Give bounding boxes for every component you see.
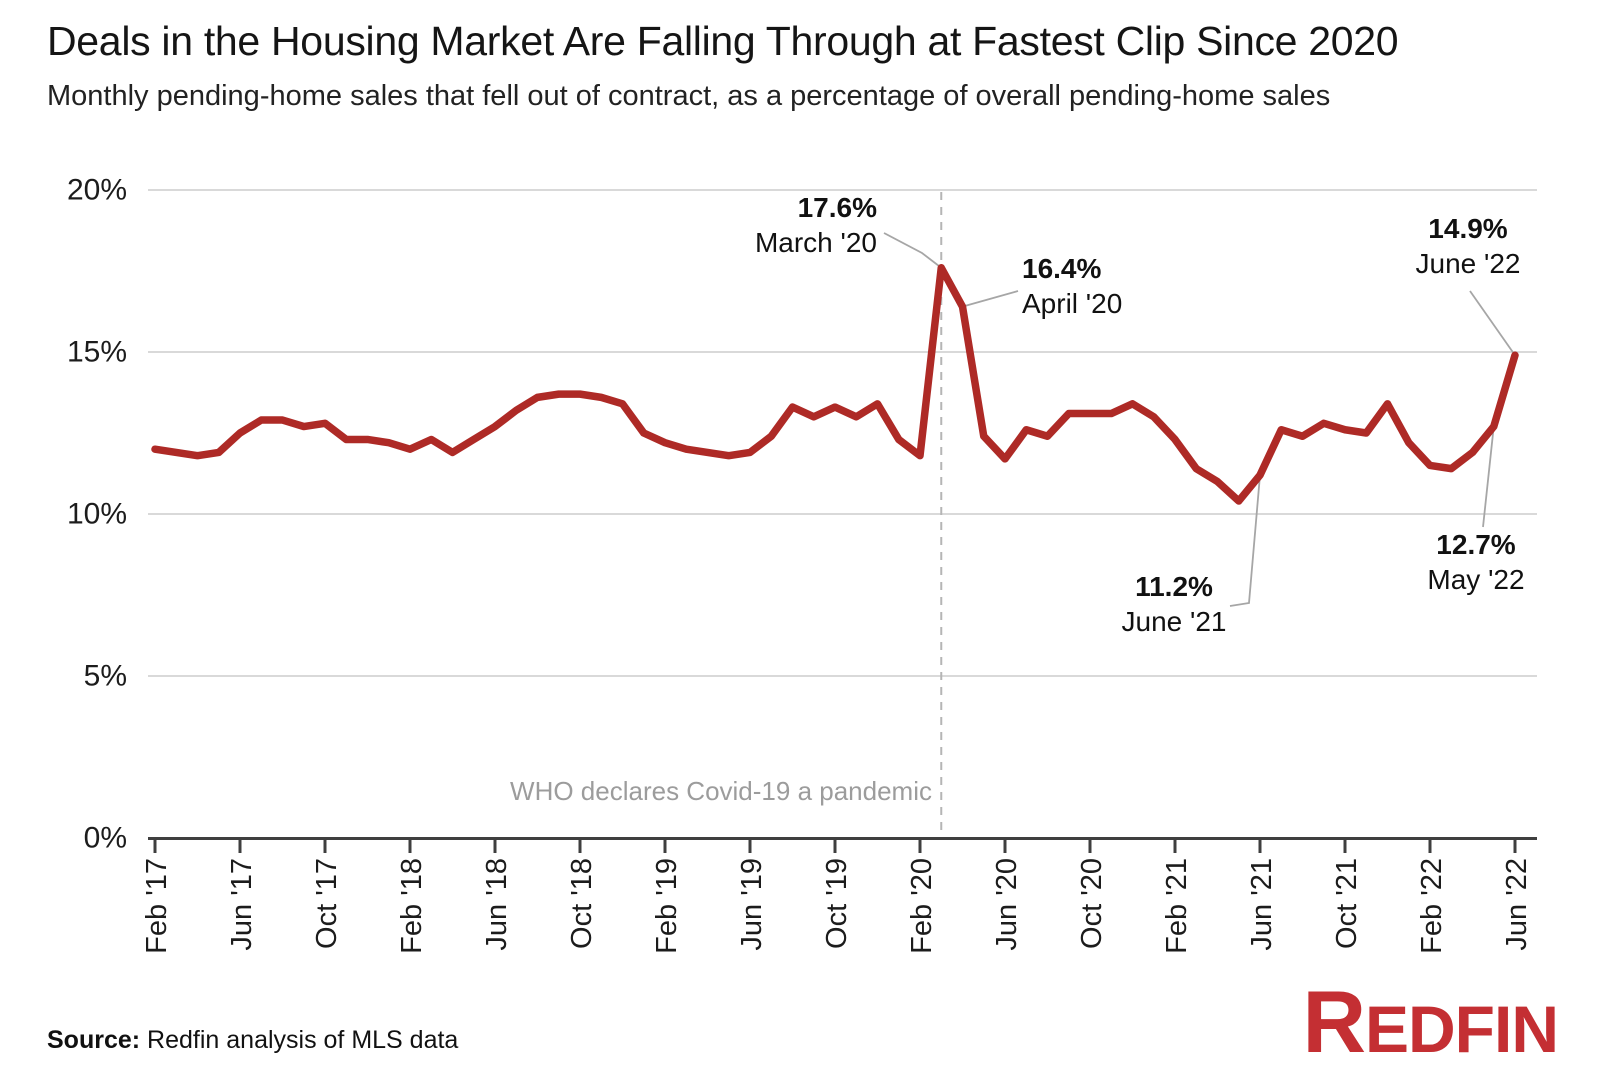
x-tick-label: Jun '22 — [1501, 858, 1533, 951]
annotation-leader-line — [1469, 290, 1516, 356]
y-tick-label: 0% — [84, 822, 127, 855]
annotation-leader-line — [1229, 475, 1261, 607]
annotation-leader-line — [962, 290, 1019, 308]
annotation-date: June '22 — [1415, 248, 1521, 279]
x-tick-label: Jun '17 — [226, 858, 258, 951]
y-tick-label: 20% — [67, 174, 127, 207]
y-tick-label: 5% — [84, 660, 127, 693]
annotation-value: 14.9% — [1428, 213, 1508, 244]
x-tick-label: Feb '22 — [1416, 858, 1448, 954]
annotation-may-22: 12.7% May '22 — [1406, 527, 1546, 597]
x-tick-label: Feb '21 — [1161, 858, 1193, 954]
y-tick-label: 15% — [67, 336, 127, 369]
x-tick-label: Feb '20 — [906, 858, 938, 954]
annotation-date: April '20 — [1022, 288, 1123, 319]
annotation-june-21: 11.2% June '21 — [1104, 569, 1244, 639]
x-tick-label: Jun '21 — [1246, 858, 1278, 951]
chart-title: Deals in the Housing Market Are Falling … — [47, 18, 1399, 64]
annotation-date: March '20 — [754, 227, 877, 258]
x-tick-label: Feb '19 — [651, 858, 683, 954]
annotation-leader-line — [883, 232, 942, 269]
source-text: Redfin analysis of MLS data — [147, 1026, 459, 1054]
y-tick-label: 10% — [67, 498, 127, 531]
redfin-logo: REDFIN — [1302, 978, 1559, 1080]
chart-subtitle: Monthly pending-home sales that fell out… — [47, 80, 1331, 112]
annotation-date: May '22 — [1427, 564, 1525, 595]
annotation-june-22: 14.9% June '22 — [1398, 211, 1538, 281]
x-tick-label: Oct '20 — [1076, 858, 1108, 949]
annotation-value: 16.4% — [1022, 253, 1102, 284]
redfin-logo-initial: R — [1302, 972, 1366, 1071]
data-line — [151, 264, 1519, 505]
annotation-value: 11.2% — [1135, 571, 1213, 602]
source-label: Source: — [47, 1026, 141, 1054]
annotation-april-20: 16.4% April '20 — [1022, 251, 1122, 321]
x-tick-label: Jun '19 — [736, 858, 768, 951]
x-tick-label: Feb '17 — [141, 858, 173, 954]
x-tick-label: Feb '18 — [396, 858, 428, 954]
x-tick-label: Oct '17 — [311, 858, 343, 949]
redfin-logo-rest: EDFIN — [1365, 992, 1559, 1066]
x-tick-label: Oct '18 — [566, 858, 598, 949]
source-note: Source: Redfin analysis of MLS data — [47, 1026, 458, 1055]
x-tick-label: Oct '19 — [821, 858, 853, 949]
x-tick-label: Jun '20 — [991, 858, 1023, 951]
annotation-leader-line — [1482, 426, 1495, 528]
annotation-march-20: 17.6% March '20 — [755, 190, 877, 260]
pandemic-event-label: WHO declares Covid-19 a pandemic — [510, 776, 932, 806]
x-tick-label: Oct '21 — [1331, 858, 1363, 949]
annotation-date: June '21 — [1121, 606, 1227, 637]
x-tick-label: Jun '18 — [481, 858, 513, 951]
annotation-value: 17.6% — [797, 192, 877, 223]
annotation-value: 12.7% — [1436, 529, 1516, 560]
